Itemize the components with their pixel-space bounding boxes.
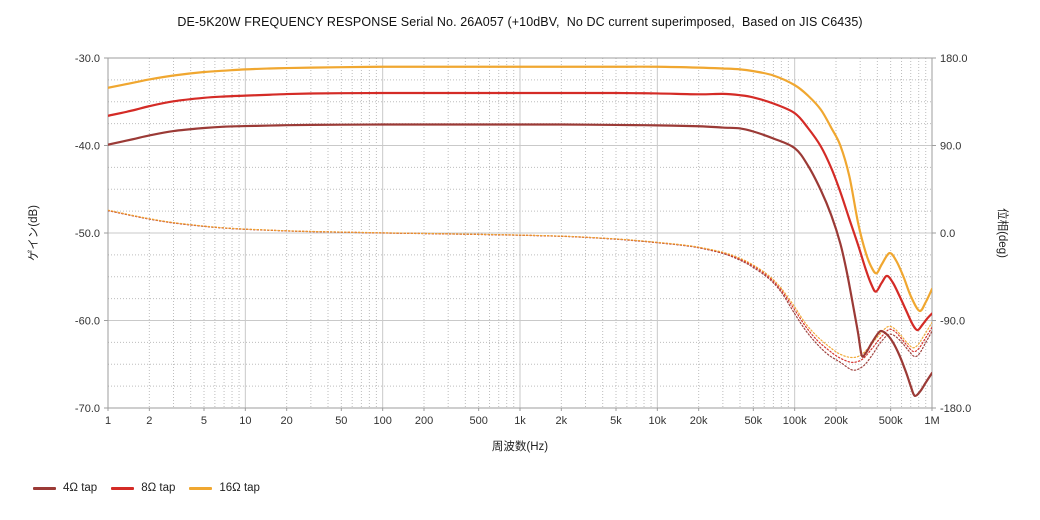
x-tick-label: 5k xyxy=(610,415,622,427)
tick-labels: 1 2 5 10 20 50 100 200 500 1k 2k 5k 10k 20k 50k 100k 200… xyxy=(75,53,971,427)
legend: 4Ω tap 8Ω tap 16Ω tap xyxy=(33,482,260,494)
x-tick-label: 2k xyxy=(556,415,568,427)
legend-swatch xyxy=(111,486,135,490)
legend-swatch xyxy=(189,486,213,490)
y-axis-right-title: 位相(deg) xyxy=(996,208,1008,258)
y-left-tick-label: -50.0 xyxy=(75,228,100,240)
y-left-tick-label: -40.0 xyxy=(75,141,100,153)
series-4Ω-tap-gain xyxy=(108,123,932,397)
x-tick-label: 1 xyxy=(105,415,111,427)
x-tick-label: 100k xyxy=(783,415,807,427)
series-16Ω-tap-phase xyxy=(108,209,932,359)
y-right-tick-label: -90.0 xyxy=(940,316,965,328)
y-right-tick-label: 0.0 xyxy=(940,228,955,240)
chart-title: DE-5K20W FREQUENCY RESPONSE Serial No. 2… xyxy=(177,15,863,29)
legend-item: 16Ω tap xyxy=(189,482,260,494)
y-left-tick-label: -30.0 xyxy=(75,53,100,65)
legend-label: 8Ω tap xyxy=(141,482,176,494)
x-tick-label: 200k xyxy=(824,415,848,427)
tick-marks xyxy=(104,57,936,411)
series-curves xyxy=(108,65,932,397)
x-tick-label: 100 xyxy=(373,415,391,427)
x-tick-label: 1k xyxy=(514,415,526,427)
x-tick-label: 10k xyxy=(648,415,666,427)
x-tick-label: 20 xyxy=(281,415,293,427)
gridlines xyxy=(107,57,933,409)
x-tick-label: 500k xyxy=(879,415,903,427)
y-left-tick-label: -60.0 xyxy=(75,316,100,328)
legend-label: 16Ω tap xyxy=(219,482,260,494)
x-tick-label: 50k xyxy=(744,415,762,427)
series-16Ω-tap-gain xyxy=(108,65,932,313)
x-tick-label: 500 xyxy=(469,415,487,427)
legend-swatch xyxy=(33,486,56,490)
y-right-tick-label: 90.0 xyxy=(940,141,961,153)
legend-item: 8Ω tap xyxy=(111,482,175,494)
x-tick-label: 5 xyxy=(201,415,207,427)
legend-label: 4Ω tap xyxy=(63,482,98,494)
x-axis-title: 周波数(Hz) xyxy=(491,441,549,453)
y-right-tick-label: -180.0 xyxy=(940,403,971,415)
x-tick-label: 20k xyxy=(690,415,708,427)
x-tick-label: 200 xyxy=(415,415,433,427)
series-8Ω-tap-gain xyxy=(108,91,932,332)
x-tick-label: 50 xyxy=(335,415,347,427)
x-tick-label: 2 xyxy=(146,415,152,427)
y-axis-left-title: ゲイン(dB) xyxy=(28,205,40,261)
y-left-tick-label: -70.0 xyxy=(75,403,100,415)
x-tick-label: 1M xyxy=(924,415,939,427)
x-tick-label: 10 xyxy=(239,415,251,427)
y-right-tick-label: 180.0 xyxy=(940,53,968,65)
legend-item: 4Ω tap xyxy=(33,482,97,494)
